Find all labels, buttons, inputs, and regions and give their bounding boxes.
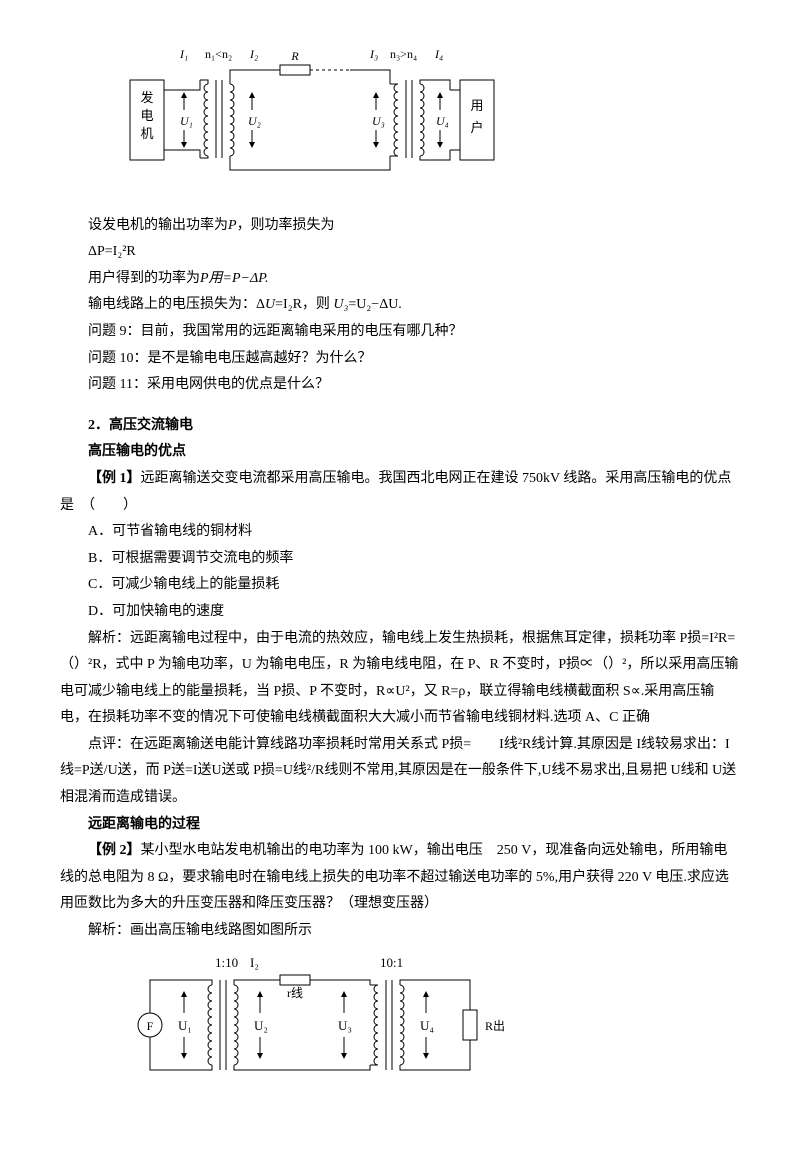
- svg-text:F: F: [147, 1019, 154, 1033]
- svg-text:r线: r线: [287, 986, 303, 1000]
- question-11: 问题 11：采用电网供电的优点是什么？: [60, 372, 740, 399]
- svg-text:I₄: I₄: [434, 47, 443, 61]
- example-1: 【例 1】远距离输送交变电流都采用高压输电。我国西北电网正在建设 750kV 线…: [60, 466, 740, 519]
- option-b: B．可根据需要调节交流电的频率: [60, 546, 740, 573]
- option-a: A．可节省输电线的铜材料: [60, 519, 740, 546]
- ex2-analysis: 解析：画出高压输电线路图如图所示: [60, 918, 740, 945]
- question-10: 问题 10：是不是输电电压越高越好？为什么？: [60, 346, 740, 373]
- ex1-analysis: 解析：远距离输电过程中，由于电流的热效应，输电线上发生热损耗，根据焦耳定律，损耗…: [60, 626, 740, 732]
- svg-text:U₃: U₃: [338, 1018, 352, 1033]
- svg-text:U₃: U₃: [372, 114, 385, 128]
- ex1-comment: 点评：在远距离输送电能计算线路功率损耗时常用关系式 P损= I线²R线计算.其原…: [60, 732, 740, 812]
- svg-text:I₁: I₁: [179, 47, 188, 61]
- svg-text:U₁: U₁: [180, 114, 193, 128]
- svg-text:n₁<n₂: n₁<n₂: [205, 47, 232, 61]
- R-label: R: [290, 49, 299, 63]
- svg-text:R出: R出: [485, 1019, 505, 1033]
- line-power-output: 设发电机的输出功率为P，则功率损失为: [60, 213, 740, 240]
- line-delta-p: ΔP=I₂²R: [60, 239, 740, 266]
- svg-text:U₄: U₄: [420, 1018, 434, 1033]
- svg-text:U₄: U₄: [436, 114, 449, 128]
- transmission-diagram-2: F r线 R出 1:10 I₂ 10:1 U₁ U₂ U₃ U₄: [120, 945, 740, 1106]
- option-c: C．可减少输电线上的能量损耗: [60, 572, 740, 599]
- svg-text:n₃>n₄: n₃>n₄: [390, 47, 417, 61]
- svg-text:用: 用: [470, 98, 483, 113]
- gen-char1: 发: [140, 90, 153, 105]
- question-9: 问题 9：目前，我国常用的远距离输电采用的电压有哪几种？: [60, 319, 740, 346]
- svg-text:I₂: I₂: [249, 47, 258, 61]
- svg-text:10:1: 10:1: [380, 955, 403, 970]
- transmission-diagram-1: 发 电 机 R 用 户 I₁ I₂ I₃ I₄ n₁<n₂ n₃>n₄ U₁ U…: [120, 40, 740, 201]
- svg-text:U₂: U₂: [254, 1018, 268, 1033]
- svg-text:U₂: U₂: [248, 114, 261, 128]
- line-user-power: 用户得到的功率为P用=P−ΔP.: [60, 266, 740, 293]
- svg-text:户: 户: [470, 120, 483, 135]
- svg-text:I₃: I₃: [369, 47, 378, 61]
- svg-text:电: 电: [140, 108, 153, 123]
- section-3-sub: 远距离输电的过程: [60, 812, 740, 839]
- section-2-sub: 高压输电的优点: [60, 439, 740, 466]
- example-2: 【例 2】某小型水电站发电机输出的电功率为 100 kW，输出电压 250 V，…: [60, 838, 740, 918]
- svg-text:机: 机: [140, 126, 153, 141]
- svg-text:1:10: 1:10: [215, 955, 238, 970]
- option-d: D．可加快输电的速度: [60, 599, 740, 626]
- svg-text:I₂: I₂: [250, 955, 259, 970]
- section-2-title: 2．高压交流输电: [60, 413, 740, 440]
- svg-text:U₁: U₁: [178, 1018, 192, 1033]
- line-voltage-loss: 输电线路上的电压损失为：ΔU=I₂R，则 U₃=U₂−ΔU.: [60, 292, 740, 319]
